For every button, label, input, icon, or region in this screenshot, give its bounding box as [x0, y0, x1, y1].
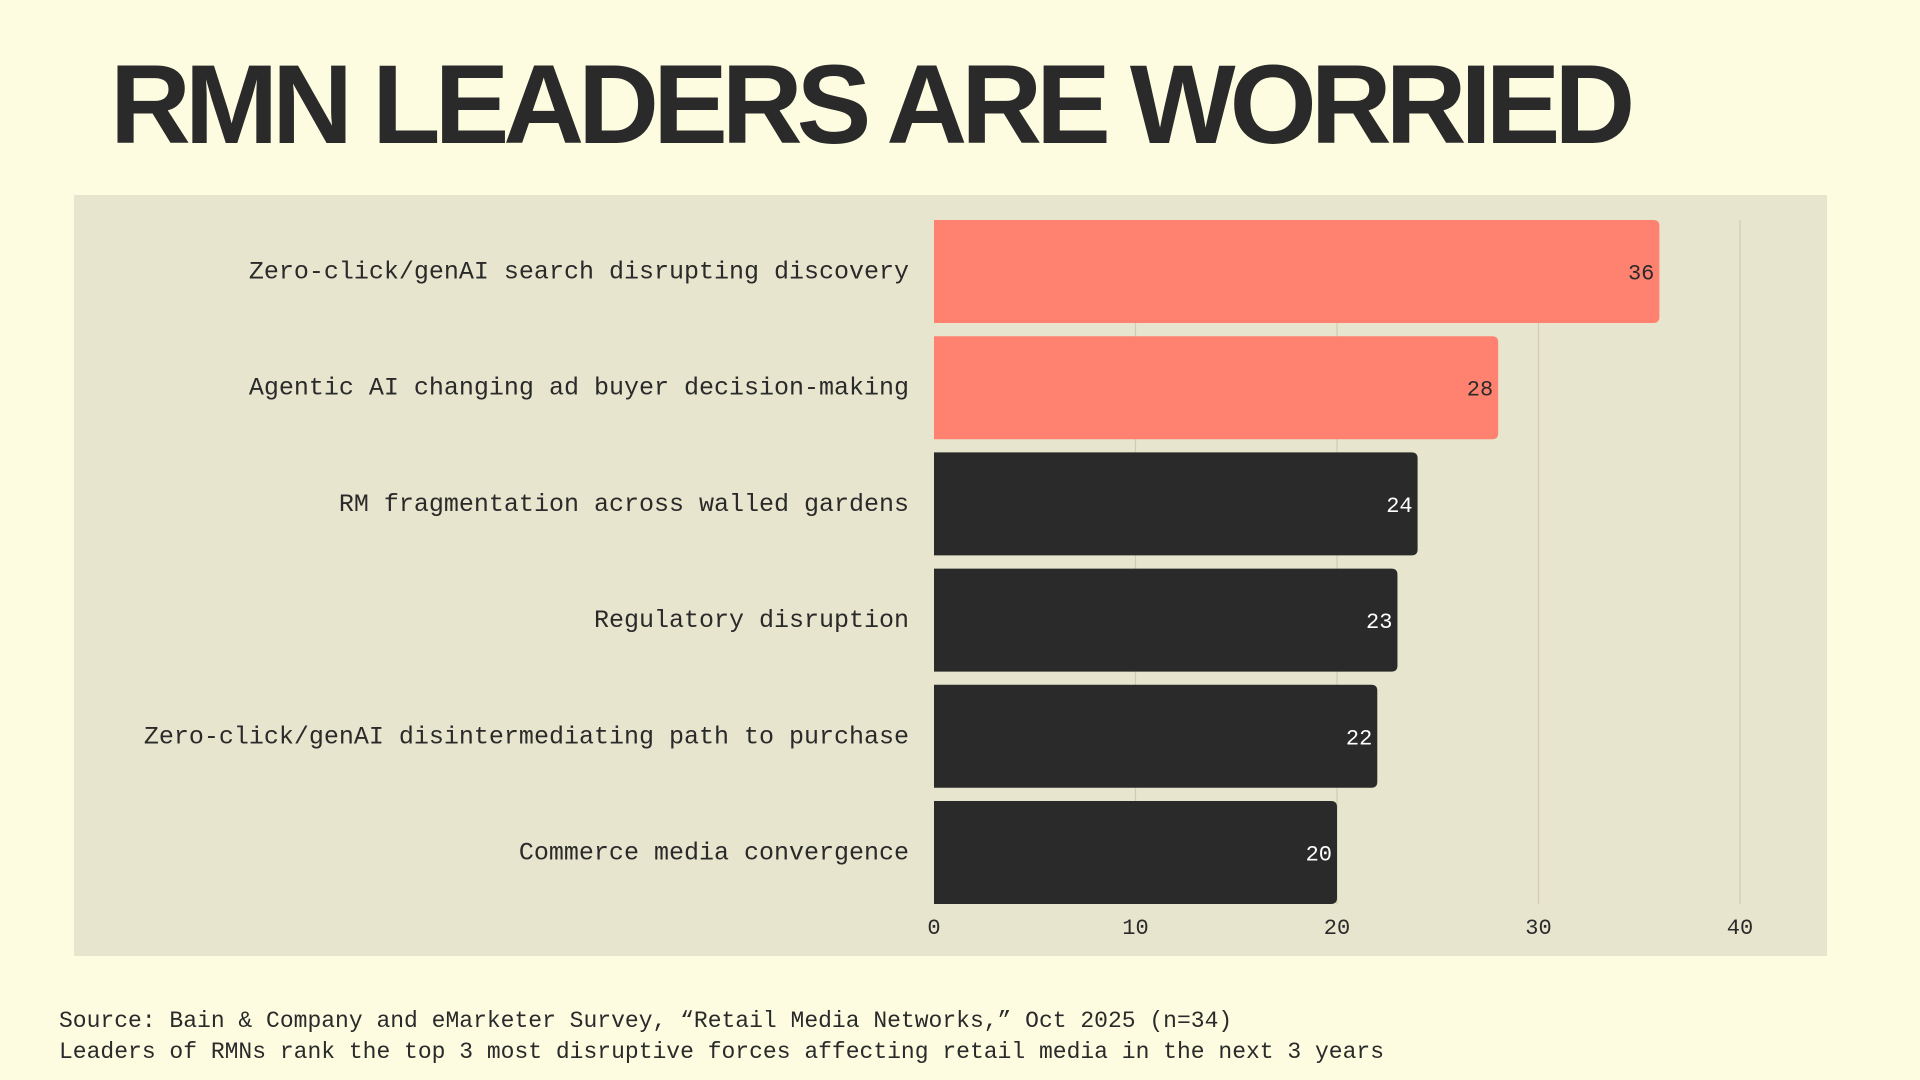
- x-tick-label: 0: [927, 916, 940, 941]
- bars: 36 28 24 23 22 20: [934, 220, 1660, 904]
- category-label: Regulatory disruption: [594, 606, 909, 635]
- bar-value-label: 36: [1628, 262, 1654, 287]
- bar: [934, 336, 1499, 440]
- gridlines: [1134, 220, 1741, 904]
- bar-value-label: 22: [1346, 726, 1372, 751]
- bar-value-label: 23: [1366, 610, 1392, 635]
- bar: [934, 684, 1378, 788]
- category-labels: Zero-click/genAI search disrupting disco…: [144, 258, 909, 868]
- category-label: Commerce media convergence: [519, 839, 909, 868]
- x-tick-label: 30: [1525, 916, 1551, 941]
- page-title: RMN LEADERS ARE WORRIED: [110, 42, 1635, 167]
- chart-panel: 36 28 24 23 22 20 Zero-click/genAI search dis…: [74, 195, 1827, 956]
- survey-note: Leaders of RMNs rank the top 3 most disr…: [59, 1039, 1385, 1065]
- bar: [934, 801, 1337, 904]
- category-label: Zero-click/genAI disintermediating path …: [144, 722, 909, 751]
- source-note: Source: Bain & Company and eMarketer Sur…: [59, 1008, 1233, 1034]
- x-axis-ticks: 0 10 20 30 40: [927, 916, 1753, 941]
- x-tick-label: 10: [1122, 916, 1148, 941]
- bar-value-label: 24: [1386, 494, 1412, 519]
- bar-value-label: 20: [1306, 843, 1332, 868]
- bar: [934, 568, 1398, 672]
- category-label: RM fragmentation across walled gardens: [339, 490, 909, 519]
- bar: [934, 220, 1660, 323]
- chart-footer: Source: Bain & Company and eMarketer Sur…: [59, 1006, 1384, 1068]
- x-tick-label: 40: [1727, 916, 1753, 941]
- category-label: Agentic AI changing ad buyer decision-ma…: [249, 374, 909, 403]
- x-tick-label: 20: [1324, 916, 1350, 941]
- bar: [934, 452, 1418, 556]
- bar-value-label: 28: [1467, 378, 1493, 403]
- bar-chart: 36 28 24 23 22 20 Zero-click/genAI search dis…: [144, 220, 1753, 941]
- category-label: Zero-click/genAI search disrupting disco…: [249, 258, 909, 287]
